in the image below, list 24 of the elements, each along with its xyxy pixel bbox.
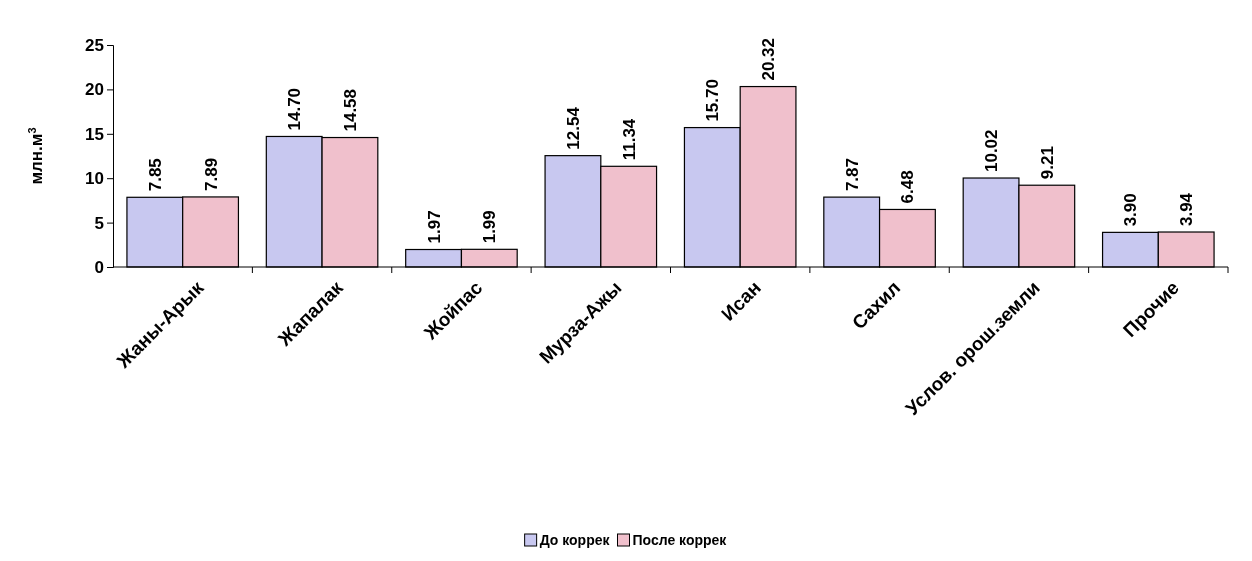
- y-tick-label: 15: [85, 124, 104, 144]
- data-label: 14.70: [285, 87, 305, 131]
- data-label: 1.99: [480, 210, 500, 244]
- data-label: 1.97: [424, 210, 444, 244]
- data-label: 15.70: [703, 79, 723, 122]
- data-label: 20.32: [759, 38, 779, 81]
- data-label: 11.34: [619, 118, 639, 161]
- y-tick-label: 10: [85, 169, 104, 189]
- y-tick-label: 5: [94, 213, 104, 233]
- legend-label: После коррек: [632, 532, 728, 548]
- data-label: 10.02: [982, 129, 1002, 173]
- data-label: 3.90: [1121, 193, 1141, 227]
- data-label: 7.89: [201, 157, 221, 191]
- y-tick-label: 0: [94, 257, 104, 277]
- data-label: 12.54: [563, 106, 583, 150]
- data-label: 3.94: [1177, 192, 1197, 227]
- data-label: 9.21: [1037, 146, 1057, 180]
- data-label: 14.58: [340, 88, 360, 132]
- data-label: 7.87: [842, 158, 862, 192]
- data-label: 6.48: [898, 170, 918, 204]
- y-tick-label: 25: [85, 35, 104, 55]
- data-label: 7.85: [145, 158, 165, 192]
- y-tick-label: 20: [85, 80, 104, 100]
- legend-label: До коррек: [539, 532, 611, 548]
